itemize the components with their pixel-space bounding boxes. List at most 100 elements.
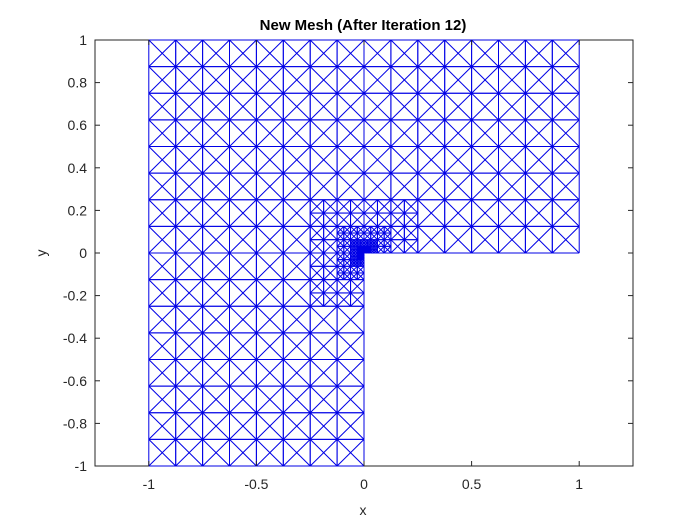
mesh-edge xyxy=(471,226,499,254)
mesh-edge xyxy=(363,199,378,214)
mesh-edge xyxy=(343,232,351,241)
mesh-edge xyxy=(350,272,358,280)
mesh-edge xyxy=(309,172,338,201)
mesh-edge xyxy=(309,92,338,121)
mesh-edge xyxy=(229,305,257,334)
mesh-edge xyxy=(175,199,203,227)
mesh-edge xyxy=(525,92,553,121)
mesh-edge xyxy=(417,66,446,94)
mesh-edge xyxy=(403,199,419,214)
mesh-edge xyxy=(353,239,358,244)
mesh-edge xyxy=(309,279,325,294)
mesh-edge xyxy=(373,239,378,244)
mesh-edge xyxy=(370,242,375,247)
mesh-edge xyxy=(336,439,365,467)
y-tick-label: 0 xyxy=(79,245,87,261)
mesh-edge xyxy=(360,239,365,244)
mesh-edge xyxy=(256,66,284,94)
mesh-edge xyxy=(309,226,325,241)
mesh-edge xyxy=(403,212,419,227)
mesh-edge xyxy=(229,332,257,360)
mesh-edge xyxy=(148,359,177,387)
mesh-edge xyxy=(417,146,446,174)
mesh-edge xyxy=(356,262,361,267)
mesh-edge xyxy=(350,265,358,274)
mesh-edge xyxy=(350,242,355,247)
y-tick-label: -0.8 xyxy=(63,415,87,431)
mesh-edge xyxy=(336,259,345,267)
mesh-edge xyxy=(323,252,338,267)
mesh-edge xyxy=(323,212,338,227)
mesh-edge xyxy=(353,259,358,264)
mesh-edge xyxy=(343,226,351,234)
mesh-edge xyxy=(350,249,355,254)
mesh-edge xyxy=(336,292,351,307)
mesh-edge xyxy=(525,39,553,67)
mesh-edge xyxy=(350,259,355,264)
mesh-edge xyxy=(282,412,311,440)
mesh-edge xyxy=(309,146,338,174)
mesh-edge xyxy=(202,92,230,121)
mesh-edge xyxy=(256,92,284,121)
mesh-edge xyxy=(309,252,325,267)
mesh-edge xyxy=(551,66,580,94)
mesh-edge xyxy=(229,226,257,254)
mesh-edge xyxy=(148,305,177,334)
mesh-edge xyxy=(444,119,472,147)
mesh-edge xyxy=(309,199,325,214)
mesh-edge xyxy=(471,39,499,67)
mesh-edge xyxy=(309,439,338,467)
mesh-edge xyxy=(383,226,392,234)
mesh-edge xyxy=(229,172,257,201)
x-tick-label: 0.5 xyxy=(462,476,482,492)
y-tick-label: 0.6 xyxy=(68,117,88,133)
mesh-edge xyxy=(343,265,351,274)
mesh-edge xyxy=(323,226,338,241)
mesh-edge xyxy=(363,92,392,121)
mesh-edge xyxy=(551,39,580,67)
mesh-edge xyxy=(336,232,345,241)
mesh-edge xyxy=(417,199,446,227)
mesh-edge xyxy=(229,279,257,307)
mesh-edge xyxy=(282,305,311,334)
y-axis-label: y xyxy=(33,250,49,257)
mesh-edge xyxy=(282,92,311,121)
mesh-edge xyxy=(551,92,580,121)
mesh-edge xyxy=(356,226,365,234)
mesh-edge xyxy=(323,239,338,254)
mesh-edge xyxy=(363,66,392,94)
mesh-edge xyxy=(350,232,358,241)
mesh-edge xyxy=(175,279,203,307)
mesh-edge xyxy=(282,359,311,387)
mesh-edge xyxy=(202,412,230,440)
mesh-edge xyxy=(356,265,365,274)
mesh-edge xyxy=(444,66,472,94)
mesh-edge xyxy=(202,279,230,307)
mesh-edge xyxy=(551,172,580,201)
mesh-edge xyxy=(363,226,372,234)
mesh-edge xyxy=(202,332,230,360)
mesh-edge xyxy=(282,332,311,360)
mesh-edge xyxy=(336,359,365,387)
mesh-edge xyxy=(282,252,311,280)
mesh-edge xyxy=(175,146,203,174)
mesh-edge xyxy=(343,245,351,254)
mesh-edge xyxy=(282,172,311,201)
mesh-edge xyxy=(390,239,405,254)
mesh-edge xyxy=(336,412,365,440)
mesh-edge xyxy=(336,119,365,147)
mesh-edge xyxy=(350,212,365,227)
mesh-edge xyxy=(383,239,392,247)
mesh-edge xyxy=(390,146,419,174)
mesh-edge xyxy=(498,226,526,254)
mesh-edge xyxy=(498,119,526,147)
mesh-edge xyxy=(498,92,526,121)
mesh-edge xyxy=(202,199,230,227)
mesh-edge xyxy=(336,212,351,227)
mesh-edge xyxy=(363,212,378,227)
mesh-edge xyxy=(336,172,365,201)
x-tick-label: -1 xyxy=(143,476,156,492)
mesh-edge xyxy=(148,146,177,174)
mesh-edge xyxy=(444,199,472,227)
mesh-edge xyxy=(148,279,177,307)
